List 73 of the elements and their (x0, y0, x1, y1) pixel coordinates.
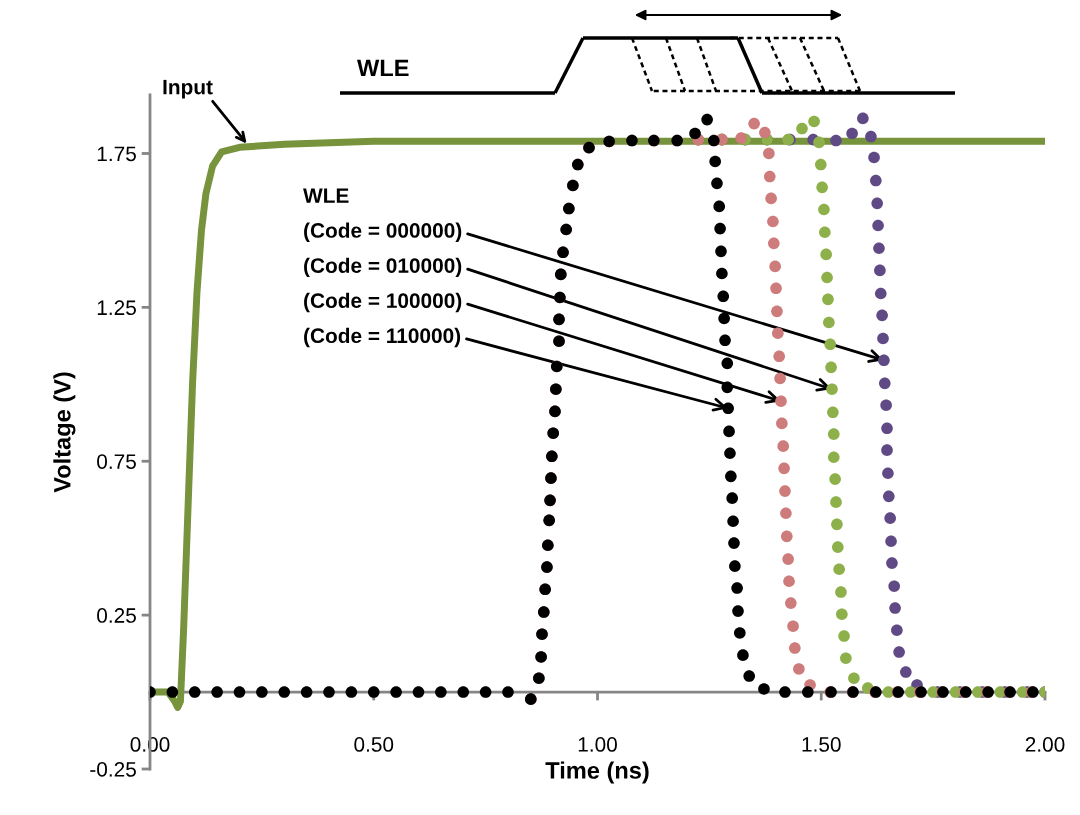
y-tick-label: 1.25 (97, 300, 136, 316)
point (882, 467, 894, 480)
point (900, 666, 912, 678)
point (796, 122, 808, 135)
point (823, 316, 835, 329)
point (835, 586, 847, 598)
point (808, 115, 820, 128)
annotation: (Code = 110000) (304, 327, 461, 348)
annotation: (Code = 010000) (304, 257, 462, 278)
point (818, 203, 830, 216)
y-tick-label: -0.25 (90, 762, 136, 777)
point (827, 451, 840, 464)
point (874, 264, 886, 277)
point (832, 541, 844, 553)
point (840, 652, 852, 665)
point (885, 535, 897, 548)
point (880, 399, 892, 412)
point (830, 134, 842, 147)
point (877, 332, 889, 345)
point (889, 602, 901, 614)
annotation: WLE (303, 188, 349, 203)
y-tick-label: 0.25 (97, 608, 136, 623)
point (871, 197, 883, 210)
point (881, 444, 893, 456)
point (838, 630, 850, 642)
point (881, 422, 893, 435)
point (891, 624, 903, 637)
point (868, 151, 880, 164)
point (870, 174, 882, 187)
y-axis-title: Voltage (V) (53, 372, 76, 493)
point (830, 496, 842, 508)
point (888, 580, 900, 592)
point (878, 377, 891, 390)
point (874, 287, 887, 300)
annotation: (Code = 100000) (304, 292, 462, 313)
point (816, 181, 828, 194)
point (833, 563, 845, 576)
point (829, 473, 841, 485)
point (826, 383, 838, 396)
point (825, 361, 837, 374)
point (813, 136, 825, 149)
point (821, 271, 833, 284)
y-tick-label: 0.75 (97, 454, 136, 469)
x-tick-label: 0.50 (354, 737, 394, 752)
point (814, 158, 827, 171)
point (819, 226, 831, 239)
point (820, 248, 832, 261)
point (836, 608, 848, 621)
point (873, 242, 885, 255)
annotation: (Code = 000000) (304, 222, 462, 242)
point (827, 406, 839, 419)
point (822, 293, 834, 306)
point (876, 309, 888, 322)
point (872, 219, 884, 232)
point (865, 130, 877, 143)
point (893, 646, 905, 658)
x-axis-title: Time (ns) (545, 761, 649, 784)
point (831, 518, 843, 531)
point (848, 672, 860, 685)
point (846, 127, 858, 140)
x-tick-label: 1.50 (802, 737, 841, 752)
point (824, 338, 837, 351)
x-tick-label: 2.00 (1025, 737, 1065, 752)
point (857, 112, 869, 125)
annotation: Input (163, 79, 213, 99)
point (883, 490, 895, 503)
point (884, 512, 896, 524)
point (886, 557, 898, 569)
point (878, 354, 890, 367)
point (827, 428, 840, 440)
x-tick-label: 1.00 (578, 737, 617, 752)
text: WLE (357, 59, 409, 77)
y-tick-label: 1.75 (97, 146, 136, 162)
